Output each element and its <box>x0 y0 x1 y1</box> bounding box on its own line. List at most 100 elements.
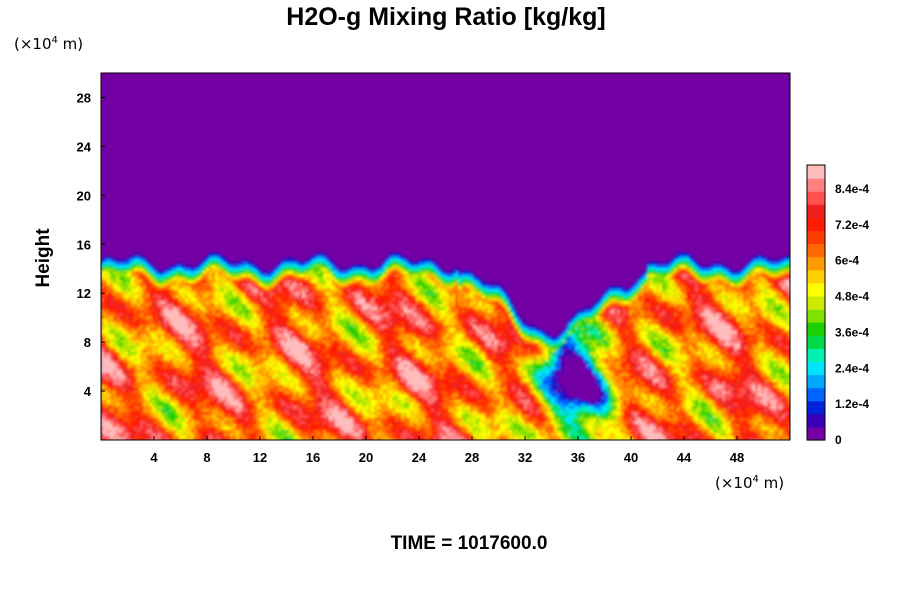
heatmap-cell <box>119 436 123 440</box>
heatmap-cell <box>269 280 273 284</box>
heatmap-cell <box>137 328 141 332</box>
heatmap-cell <box>125 271 129 275</box>
heatmap-cell <box>338 295 342 299</box>
heatmap-cell <box>341 307 345 311</box>
heatmap-cell <box>266 352 270 356</box>
heatmap-cell <box>335 295 339 299</box>
heatmap-cell <box>317 280 321 284</box>
heatmap-cell <box>308 409 312 413</box>
heatmap-cell <box>134 424 138 428</box>
heatmap-cell <box>287 406 291 410</box>
heatmap-cell <box>344 355 348 359</box>
heatmap-cell <box>272 340 276 344</box>
heatmap-cell <box>347 382 351 386</box>
heatmap-cell <box>242 364 246 368</box>
heatmap-cell <box>125 262 129 266</box>
heatmap-cell <box>176 283 180 287</box>
heatmap-cell <box>257 352 261 356</box>
heatmap-cell <box>329 259 333 263</box>
heatmap-cell <box>335 349 339 353</box>
heatmap-cell <box>245 328 249 332</box>
heatmap-cell <box>272 385 276 389</box>
heatmap-cell <box>131 289 135 293</box>
heatmap-cell <box>260 391 264 395</box>
heatmap-cell <box>347 337 351 341</box>
heatmap-cell <box>188 289 192 293</box>
heatmap-cell <box>242 376 246 380</box>
heatmap-cell <box>224 304 228 308</box>
heatmap-cell <box>326 322 330 326</box>
heatmap-cell <box>188 436 192 440</box>
heatmap-cell <box>239 334 243 338</box>
heatmap-cell <box>239 337 243 341</box>
heatmap-cell <box>197 403 201 407</box>
heatmap-cell <box>206 367 210 371</box>
heatmap-cell <box>146 436 150 440</box>
heatmap-cell <box>305 328 309 332</box>
heatmap-cell <box>152 301 156 305</box>
heatmap-cell <box>347 367 351 371</box>
heatmap-cell <box>314 310 318 314</box>
heatmap-cell <box>302 337 306 341</box>
heatmap-cell <box>182 358 186 362</box>
heatmap-cell <box>185 292 189 296</box>
heatmap-cell <box>122 367 126 371</box>
heatmap-cell <box>116 304 120 308</box>
heatmap-cell <box>260 307 264 311</box>
heatmap-cell <box>167 379 171 383</box>
heatmap-cell <box>125 286 129 290</box>
heatmap-cell <box>104 304 108 308</box>
heatmap-cell <box>137 355 141 359</box>
heatmap-cell <box>212 397 216 401</box>
heatmap-cell <box>203 307 207 311</box>
heatmap-cell <box>317 358 321 362</box>
heatmap-cell <box>251 370 255 374</box>
heatmap-cell <box>161 352 165 356</box>
heatmap-cell <box>188 400 192 404</box>
heatmap-cell <box>122 370 126 374</box>
heatmap-cell <box>344 340 348 344</box>
heatmap-cell <box>329 274 333 278</box>
heatmap-cell <box>287 376 291 380</box>
heatmap-cell <box>128 409 132 413</box>
heatmap-cell <box>230 349 234 353</box>
heatmap-cell <box>140 430 144 434</box>
heatmap-cell <box>293 262 297 266</box>
heatmap-cell <box>179 403 183 407</box>
heatmap-cell <box>338 391 342 395</box>
heatmap-cell <box>173 358 177 362</box>
heatmap-cell <box>290 373 294 377</box>
heatmap-cell <box>323 340 327 344</box>
heatmap-cell <box>164 379 168 383</box>
heatmap-cell <box>302 364 306 368</box>
heatmap-cell <box>182 328 186 332</box>
heatmap-cell <box>335 418 339 422</box>
heatmap-cell <box>293 358 297 362</box>
heatmap-cell <box>290 379 294 383</box>
heatmap-cell <box>314 376 318 380</box>
heatmap-cell <box>254 280 258 284</box>
heatmap-cell <box>212 349 216 353</box>
heatmap-cell <box>323 355 327 359</box>
heatmap-cell <box>224 361 228 365</box>
heatmap-cell <box>281 373 285 377</box>
heatmap-cell <box>233 301 237 305</box>
heatmap-cell <box>149 340 153 344</box>
heatmap-cell <box>344 319 348 323</box>
heatmap-cell <box>287 373 291 377</box>
heatmap-cell <box>272 412 276 416</box>
heatmap-cell <box>263 349 267 353</box>
heatmap-cell <box>170 403 174 407</box>
heatmap-cell <box>185 313 189 317</box>
heatmap-cell <box>278 313 282 317</box>
heatmap-cell <box>323 307 327 311</box>
heatmap-cell <box>191 394 195 398</box>
heatmap-cell <box>161 295 165 299</box>
heatmap-cell <box>314 343 318 347</box>
heatmap-cell <box>323 316 327 320</box>
heatmap-cell <box>203 283 207 287</box>
heatmap-cell <box>191 400 195 404</box>
heatmap-cell <box>302 274 306 278</box>
heatmap-cell <box>320 418 324 422</box>
heatmap-cell <box>281 337 285 341</box>
